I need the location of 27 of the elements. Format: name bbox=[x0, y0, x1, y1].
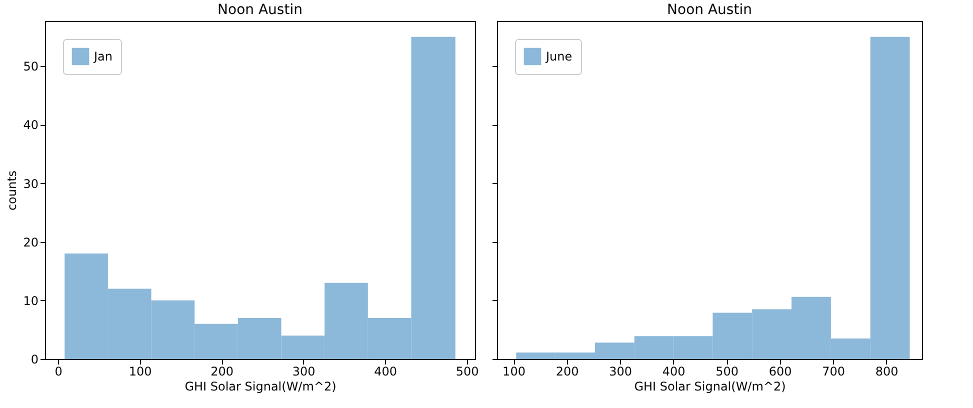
x-tick-label: 100 bbox=[502, 364, 526, 378]
y-tick-label: 40 bbox=[23, 118, 38, 132]
x-tick-label: 200 bbox=[210, 364, 234, 378]
x-tick-label: 800 bbox=[875, 364, 898, 378]
x-tick-label: 200 bbox=[556, 364, 579, 378]
y-tick-label: 0 bbox=[30, 352, 38, 366]
y-tick-label: 50 bbox=[23, 60, 38, 74]
x-axis-title: GHI Solar Signal(W/m^2) bbox=[634, 380, 786, 394]
x-axis-title: GHI Solar Signal(W/m^2) bbox=[184, 380, 336, 394]
chart-title: Noon Austin bbox=[218, 2, 302, 18]
y-tick-label: 20 bbox=[23, 235, 38, 250]
x-tick-label: 100 bbox=[128, 364, 152, 378]
x-tick-label: 500 bbox=[456, 364, 479, 378]
legend-label: June bbox=[545, 50, 572, 64]
y-tick-label: 10 bbox=[23, 294, 38, 308]
x-tick-label: 300 bbox=[609, 364, 632, 378]
x-tick-label: 700 bbox=[822, 364, 846, 378]
y-axis-title: counts bbox=[5, 170, 20, 211]
y-tick-label: 30 bbox=[23, 176, 38, 191]
x-tick-label: 400 bbox=[374, 364, 398, 378]
legend-label: Jan bbox=[93, 50, 112, 64]
x-tick-label: 0 bbox=[54, 364, 62, 378]
x-tick-label: 600 bbox=[768, 364, 792, 378]
x-tick-label: 500 bbox=[716, 364, 738, 378]
x-tick-label: 400 bbox=[662, 364, 686, 378]
x-tick-label: 300 bbox=[292, 364, 316, 378]
chart-title: Noon Austin bbox=[667, 2, 752, 18]
